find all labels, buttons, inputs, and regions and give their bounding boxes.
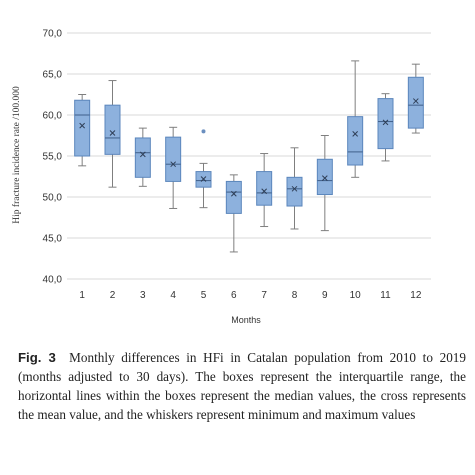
x-tick-label: 1 <box>79 290 85 301</box>
x-tick-label: 11 <box>380 290 391 301</box>
box-iqr <box>104 104 121 155</box>
y-tick-label: 40,0 <box>43 275 63 286</box>
x-axis-ticks: 1 2 3 4 5 6 7 8 9 10 11 12 <box>79 290 421 301</box>
y-tick-label: 45,0 <box>43 234 63 245</box>
mean-cross <box>412 98 419 104</box>
y-tick-label: 70,0 <box>43 29 63 40</box>
box-iqr <box>377 98 394 150</box>
mean-cross <box>382 119 389 126</box>
box-iqr <box>407 76 424 129</box>
box-month-12 <box>407 63 424 134</box>
x-tick-label: 3 <box>140 290 146 301</box>
box-month-7 <box>256 153 273 228</box>
mean-cross <box>230 190 237 197</box>
box-month-5 <box>195 129 212 209</box>
y-axis-ticks: 40,0 45,0 50,0 55,0 60,0 65,0 70,0 <box>43 29 63 286</box>
x-tick-label: 10 <box>350 290 362 301</box>
mean-cross <box>109 130 116 136</box>
figure-caption: Fig. 3 Monthly differences in HFi in Cat… <box>18 348 466 424</box>
outlier-point <box>201 129 206 134</box>
box-month-3 <box>134 127 151 187</box>
box-iqr <box>225 180 242 214</box>
figure-caption-text: Monthly differences in HFi in Catalan po… <box>18 350 466 422</box>
box-iqr <box>347 116 364 166</box>
box-iqr <box>134 137 151 178</box>
x-tick-label: 8 <box>292 290 298 301</box>
y-tick-label: 60,0 <box>43 111 63 122</box>
box-month-10 <box>347 60 364 178</box>
x-tick-label: 12 <box>410 290 422 301</box>
box-iqr <box>286 176 303 207</box>
y-axis-title: Hip fracture incidence rate /100.000 <box>11 86 22 224</box>
x-axis-title: Months <box>231 315 261 325</box>
box-month-6 <box>225 174 242 253</box>
gridlines <box>67 32 431 280</box>
mean-cross <box>321 175 328 181</box>
x-tick-label: 4 <box>170 290 176 301</box>
y-tick-label: 65,0 <box>43 70 63 81</box>
box-month-9 <box>316 135 333 232</box>
box-month-2 <box>104 80 121 188</box>
boxes <box>74 60 424 253</box>
mean-cross <box>352 131 359 137</box>
mean-cross <box>261 188 268 195</box>
mean-cross <box>139 151 146 158</box>
x-tick-label: 9 <box>322 290 328 301</box>
y-tick-label: 50,0 <box>43 193 63 204</box>
box-month-11 <box>377 93 394 162</box>
box-month-1 <box>74 94 91 167</box>
x-tick-label: 6 <box>231 290 237 301</box>
x-tick-label: 7 <box>261 290 267 301</box>
x-tick-label: 2 <box>110 290 116 301</box>
mean-cross <box>200 176 207 182</box>
box-iqr <box>316 158 333 196</box>
box-iqr <box>256 171 273 206</box>
y-tick-label: 55,0 <box>43 152 63 163</box>
mean-cross <box>79 122 86 129</box>
box-iqr <box>74 99 91 157</box>
box-month-8 <box>286 147 303 230</box>
box-plot-chart: 40,0 45,0 50,0 55,0 60,0 65,0 70,0 1 2 3 4 5 6 7 8 9 10… <box>11 29 431 325</box>
x-tick-label: 5 <box>201 290 207 301</box>
box-month-4 <box>165 126 182 209</box>
box-iqr <box>165 136 182 182</box>
chart-canvas: 40,045,050,055,060,065,070,0 1 2 3 4 5 6 7 8 9 10… <box>11 29 431 325</box>
mean-cross <box>170 161 177 168</box>
figure-label: Fig. 3 <box>18 350 56 365</box>
mean-cross <box>291 185 298 192</box>
